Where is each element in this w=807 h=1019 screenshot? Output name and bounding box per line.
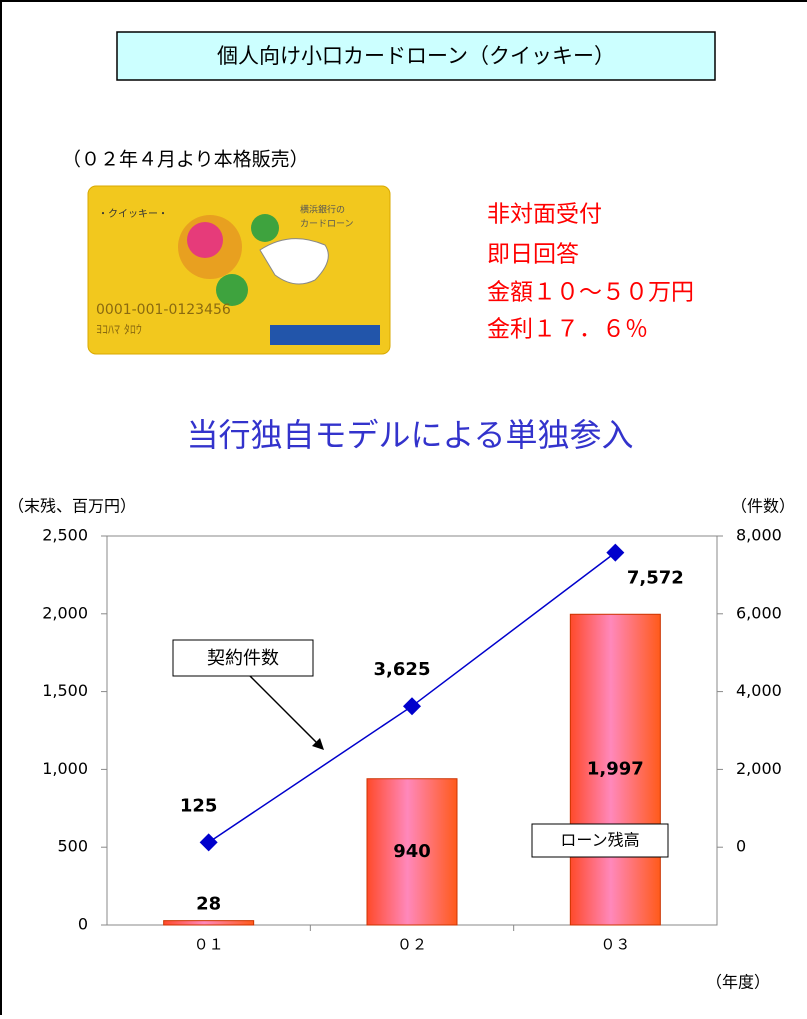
data-label: 7,572 [627, 568, 684, 589]
data-label: 940 [393, 841, 431, 862]
y2-tick-label: 8,000 [736, 526, 782, 545]
y2-tick-label: 0 [736, 837, 746, 856]
headline: 当行独自モデルによる単独参入 [186, 416, 633, 454]
note: （０２年４月より本格販売） [62, 149, 309, 171]
data-label: 3,625 [374, 659, 431, 680]
x-tick-label: ０３ [600, 936, 630, 954]
feature: 非対面受付 [487, 202, 602, 228]
y2-tick-label: 4,000 [736, 681, 782, 700]
y-tick-label: 2,500 [42, 526, 88, 545]
svg-text:カードローン: カードローン [300, 219, 354, 230]
feature: 金額１０～５０万円 [487, 280, 694, 306]
y2-tick-label: 6,000 [736, 603, 782, 622]
annotation: 契約件数 [173, 640, 324, 750]
y-tick-label: 1,500 [42, 681, 88, 700]
x-tick-label: ０２ [397, 936, 427, 954]
feature: 即日回答 [487, 242, 579, 268]
marker [200, 833, 218, 851]
annotation: ローン残高 [532, 824, 668, 857]
card-image: ・クイッキー・ 横浜銀行の カードローン 0001-001-0123456 ﾖｺ… [88, 186, 390, 354]
slide: 個人向け小口カードローン（クイッキー） （０２年４月より本格販売） ・クイッキー… [0, 0, 807, 1015]
y2-axis-label: （件数） [731, 497, 795, 516]
bar [164, 921, 254, 925]
y-axis-label: （末残、百万円） [8, 497, 136, 516]
svg-text:横浜銀行の: 横浜銀行の [300, 204, 345, 216]
data-label: 28 [196, 894, 221, 915]
svg-text:ﾖｺﾊﾏ ﾀﾛｳ: ﾖｺﾊﾏ ﾀﾛｳ [96, 323, 142, 337]
series-label: ローン残高 [560, 831, 639, 850]
svg-text:・クイッキー・: ・クイッキー・ [98, 208, 168, 220]
y-tick-label: 0 [78, 915, 88, 934]
data-label: 125 [180, 795, 218, 816]
y-tick-label: 500 [57, 837, 88, 856]
series-label: 契約件数 [207, 648, 279, 669]
x-axis-label: （年度） [706, 973, 770, 992]
title: 個人向け小口カードローン（クイッキー） [217, 44, 615, 68]
feature: 金利１７．６％ [487, 317, 648, 343]
y2-tick-label: 2,000 [736, 759, 782, 778]
y-tick-label: 1,000 [42, 759, 88, 778]
x-tick-label: ０１ [194, 936, 224, 954]
marker [606, 544, 624, 562]
data-label: 1,997 [587, 759, 644, 780]
svg-text:0001-001-0123456: 0001-001-0123456 [96, 302, 231, 318]
y-tick-label: 2,000 [42, 603, 88, 622]
marker [403, 697, 421, 715]
